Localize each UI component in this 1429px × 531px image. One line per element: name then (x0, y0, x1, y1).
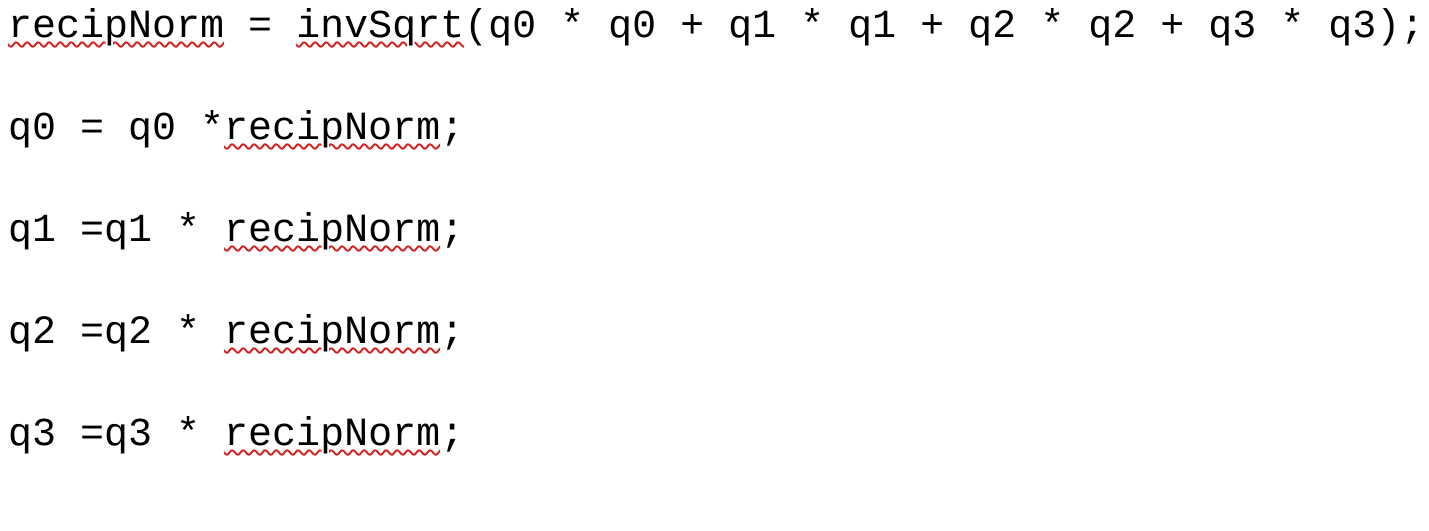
spell-error-token: invSqrt (296, 5, 464, 50)
code-line: q1 =q1 * recipNorm; (8, 212, 1429, 252)
spell-error-token: recipNorm (8, 5, 224, 50)
code-token: ; (440, 413, 464, 458)
spell-error-token: recipNorm (224, 107, 440, 152)
code-block: recipNorm = invSqrt(q0 * q0 + q1 * q1 + … (0, 0, 1429, 531)
code-line: q3 =q3 * recipNorm; (8, 416, 1429, 456)
code-token: q3 =q3 * (8, 413, 224, 458)
code-token: ; (440, 107, 464, 152)
code-token: q1 =q1 * (8, 209, 224, 254)
code-token: q2 =q2 * (8, 311, 224, 356)
spell-error-token: recipNorm (224, 209, 440, 254)
code-token: (q0 * q0 + q1 * q1 + q2 * q2 + q3 * q3); (464, 5, 1424, 50)
code-token: ; (440, 311, 464, 356)
code-line: recipNorm = invSqrt(q0 * q0 + q1 * q1 + … (8, 8, 1429, 48)
code-line: q2 =q2 * recipNorm; (8, 314, 1429, 354)
code-token: ; (440, 209, 464, 254)
spell-error-token: recipNorm (224, 311, 440, 356)
code-token: q0 = q0 * (8, 107, 224, 152)
code-token: = (224, 5, 296, 50)
spell-error-token: recipNorm (224, 413, 440, 458)
code-line: q0 = q0 *recipNorm; (8, 110, 1429, 150)
